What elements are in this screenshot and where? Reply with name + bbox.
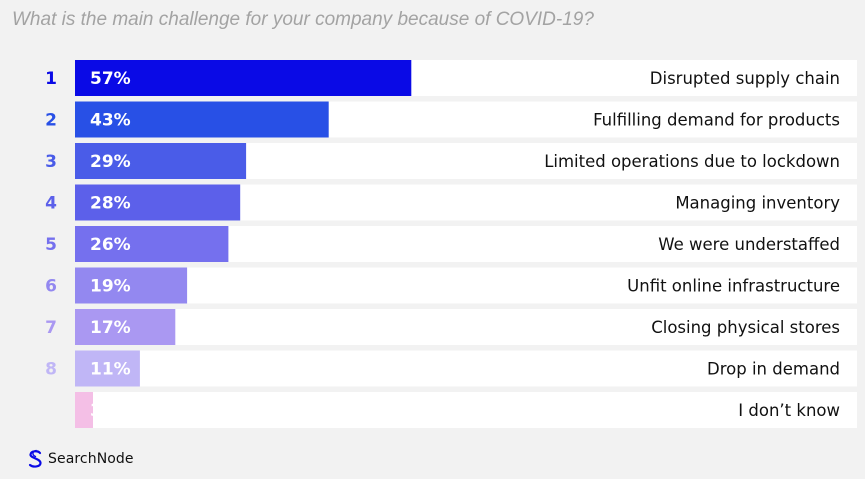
rank-label: 5 xyxy=(45,235,57,255)
rank-label: 8 xyxy=(45,360,57,380)
bar xyxy=(75,350,140,387)
bar xyxy=(75,143,247,179)
bar xyxy=(75,226,229,262)
value-label: 26% xyxy=(90,235,131,255)
brand-name: SearchNode xyxy=(48,451,134,467)
category-label: Managing inventory xyxy=(675,194,840,213)
category-label: We were understaffed xyxy=(658,235,840,254)
value-label: 17% xyxy=(90,318,131,338)
bar xyxy=(75,101,329,138)
bar xyxy=(75,267,188,304)
category-label: Disrupted supply chain xyxy=(650,69,840,88)
value-label: 3% xyxy=(90,401,119,421)
value-label: 57% xyxy=(90,69,131,89)
bar xyxy=(75,392,93,428)
rank-label: 6 xyxy=(45,277,57,297)
rank-label: 7 xyxy=(45,318,57,338)
category-label: Unfit online infrastructure xyxy=(627,277,840,296)
value-label: 28% xyxy=(90,194,131,214)
category-label: Closing physical stores xyxy=(651,318,840,337)
category-label: Fulfilling demand for products xyxy=(593,111,840,130)
bar xyxy=(75,184,241,221)
bar xyxy=(75,60,412,96)
row-background xyxy=(75,309,857,345)
bar xyxy=(75,309,176,345)
category-label: I don’t know xyxy=(738,401,840,420)
row-background xyxy=(75,267,857,304)
brand-logo: SearchNode xyxy=(27,449,134,469)
row-background xyxy=(75,350,857,387)
rank-label: 2 xyxy=(45,111,57,131)
rank-label: 3 xyxy=(45,152,57,172)
value-label: 29% xyxy=(90,152,131,172)
value-label: 11% xyxy=(90,360,131,380)
value-label: 43% xyxy=(90,111,131,131)
rank-label: 1 xyxy=(45,69,57,89)
rank-label: 4 xyxy=(45,194,57,214)
searchnode-logo-icon xyxy=(28,449,42,468)
chart-title: What is the main challenge for your comp… xyxy=(12,9,594,30)
value-label: 19% xyxy=(90,277,131,297)
category-label: Drop in demand xyxy=(707,360,840,379)
category-label: Limited operations due to lockdown xyxy=(544,152,840,171)
row-background xyxy=(75,392,857,428)
